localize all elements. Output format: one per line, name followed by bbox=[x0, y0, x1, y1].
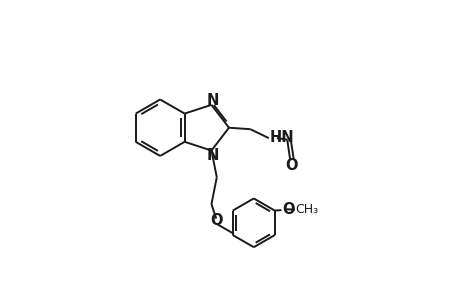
Text: CH₃: CH₃ bbox=[295, 203, 318, 216]
Text: HN: HN bbox=[269, 130, 293, 145]
Text: O: O bbox=[284, 158, 297, 173]
Text: N: N bbox=[206, 93, 218, 108]
Text: N: N bbox=[206, 148, 218, 163]
Text: O: O bbox=[282, 202, 295, 217]
Text: O: O bbox=[210, 213, 223, 228]
